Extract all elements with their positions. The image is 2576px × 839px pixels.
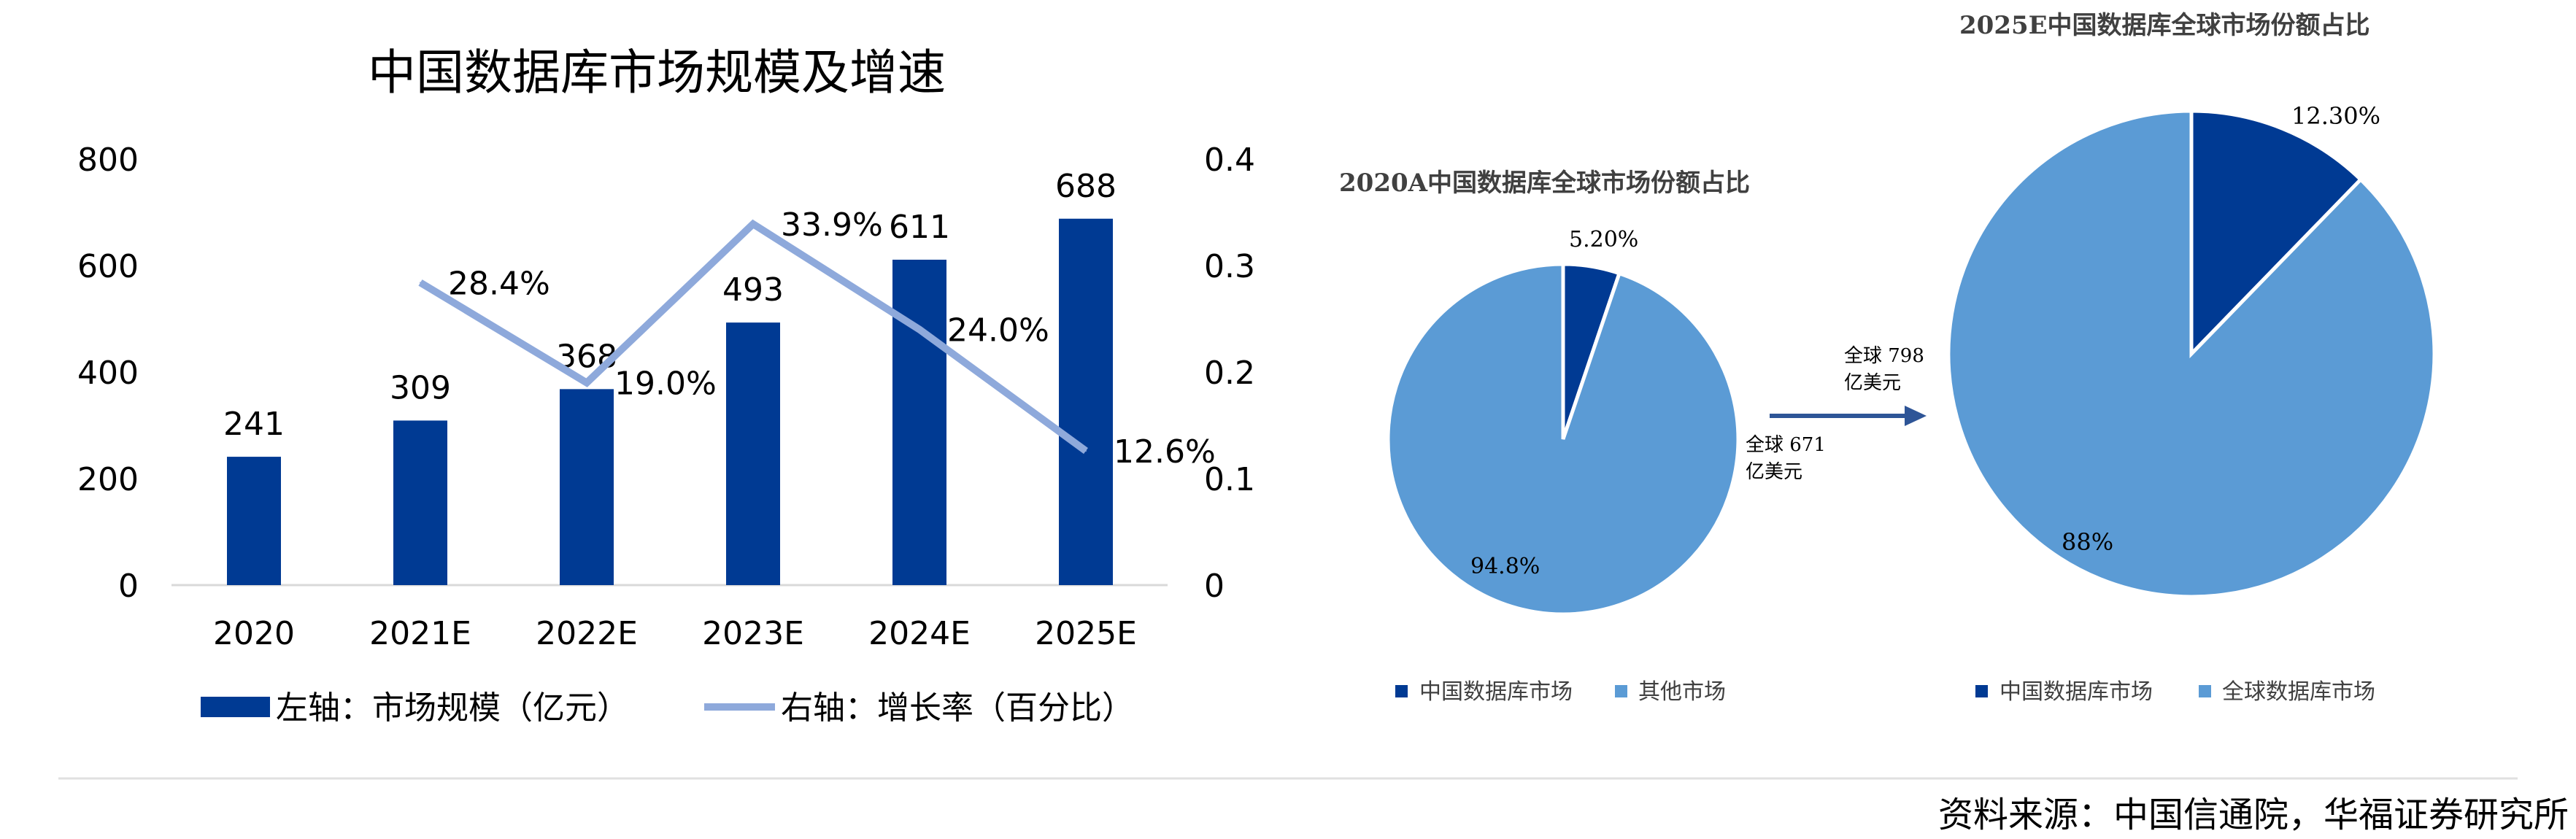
right-axis-ticks: 0 0.1 0.2 0.3 0.4 (1204, 142, 1255, 605)
transition-arrow-head (1905, 406, 1927, 426)
right-axis-tick: 0.4 (1204, 142, 1255, 179)
x-axis-tick: 2020 (213, 615, 295, 652)
pie1-legend-swatch-other (1615, 685, 1627, 697)
pie2-legend-label-global: 全球数据库市场 (2222, 679, 2375, 705)
right-axis-tick: 0 (1204, 568, 1225, 605)
from-total-line1: 全球 671 (1746, 434, 1826, 456)
left-axis-tick: 600 (77, 248, 139, 285)
pie2-title: 2025E中国数据库全球市场份额占比 (1959, 11, 2370, 40)
x-axis-tick: 2021E (369, 615, 471, 652)
x-axis-tick: 2024E (868, 615, 971, 652)
combo-legend: 左轴：市场规模（亿元） 右轴：增长率（百分比） (201, 689, 1134, 727)
x-axis-tick: 2025E (1035, 615, 1137, 652)
source-note: 资料来源：中国信通院，华福证券研究所 (1938, 794, 2569, 835)
bar-2020 (227, 457, 281, 585)
left-axis-tick: 0 (118, 568, 139, 605)
x-axis-tick: 2022E (536, 615, 638, 652)
legend-line-label: 右轴：增长率（百分比） (781, 689, 1134, 727)
bar-series (227, 218, 1113, 585)
pie1-title: 2020A中国数据库全球市场份额占比 (1339, 169, 1750, 198)
pie-2020a: 2020A中国数据库全球市场份额占比 5.20% 94.8% 中国数据库市场 其… (1339, 169, 1750, 705)
bar-value-label: 309 (390, 369, 451, 406)
pie1-slice-other (1386, 262, 1740, 616)
growth-rate-label: 24.0% (947, 312, 1049, 349)
pie1-legend: 中国数据库市场 其他市场 (1395, 679, 1726, 705)
pie2-slice-label-other: 88% (2062, 528, 2113, 556)
growth-rate-labels: 28.4% 19.0% 33.9% 24.0% 12.6% (448, 206, 1216, 471)
to-total-line2: 亿美元 (1844, 372, 1901, 394)
bar-2025E (1059, 218, 1113, 585)
left-axis-tick: 200 (77, 461, 139, 498)
legend-bar-label: 左轴：市场规模（亿元） (276, 689, 629, 727)
pie2-slice-china (2189, 109, 2364, 359)
pie2-legend: 中国数据库市场 全球数据库市场 (1975, 679, 2375, 705)
bar-2022E (560, 389, 614, 585)
bar-value-label: 611 (889, 209, 950, 246)
x-axis-ticks: 2020 2021E 2022E 2023E 2024E 2025E (213, 615, 1137, 652)
pie1-legend-label-other: 其他市场 (1638, 679, 1726, 705)
growth-point-2025E (1085, 450, 1087, 452)
growth-point-2024E (919, 328, 920, 330)
legend-bar-swatch (201, 697, 270, 717)
growth-rate-label: 28.4% (448, 265, 550, 302)
growth-point-2022E (586, 382, 587, 384)
pie-2025e: 2025E中国数据库全球市场份额占比 12.30% 88% 中国数据库市场 全球… (1946, 11, 2437, 705)
bar-value-label: 688 (1055, 168, 1117, 205)
right-axis-tick: 0.3 (1204, 248, 1255, 285)
growth-rate-label: 33.9% (781, 206, 883, 244)
market-size-growth-chart: 中国数据库市场规模及增速 0 200 400 600 800 0 0.1 0.2 0.3 0.4… (77, 45, 1255, 727)
pie2-legend-swatch-global (2199, 685, 2211, 697)
growth-point-2021E (420, 282, 421, 284)
right-axis-tick: 0.2 (1204, 355, 1255, 392)
bar-value-label: 241 (223, 406, 285, 443)
pie1-slices (1386, 262, 1740, 616)
growth-line-series (418, 219, 1088, 455)
pie2-slices (1946, 109, 2437, 599)
pie1-slice-label-other: 94.8% (1470, 554, 1540, 579)
pie2-slice-label-china: 12.30% (2291, 102, 2380, 130)
pie2-legend-label-china: 中国数据库市场 (2000, 679, 2153, 705)
left-axis-ticks: 0 200 400 600 800 (77, 142, 139, 605)
bar-2024E (892, 259, 946, 585)
bar-2021E (393, 420, 447, 585)
left-axis-tick: 400 (77, 355, 139, 392)
growth-rate-label: 12.6% (1114, 433, 1216, 471)
from-total-line2: 亿美元 (1746, 461, 1802, 483)
combo-chart-title: 中国数据库市场规模及增速 (368, 45, 946, 101)
left-axis-tick: 800 (77, 142, 139, 179)
growth-rate-label: 19.0% (614, 366, 717, 403)
bar-value-label: 493 (722, 271, 784, 309)
pie1-legend-label-china: 中国数据库市场 (1419, 679, 1573, 705)
x-axis-tick: 2023E (702, 615, 804, 652)
to-total-line1: 全球 798 (1844, 345, 1924, 367)
pie2-legend-swatch-china (1975, 685, 1988, 697)
growth-point-2023E (752, 223, 754, 225)
pie2-slice-other (1946, 109, 2437, 599)
right-axis-tick: 0.1 (1204, 461, 1255, 498)
market-total-annotation: 全球 798 亿美元 全球 671 亿美元 (1746, 345, 1927, 483)
pie1-legend-swatch-china (1395, 685, 1408, 697)
bar-2023E (726, 322, 780, 585)
pie1-slice-label-china: 5.20% (1569, 227, 1638, 252)
